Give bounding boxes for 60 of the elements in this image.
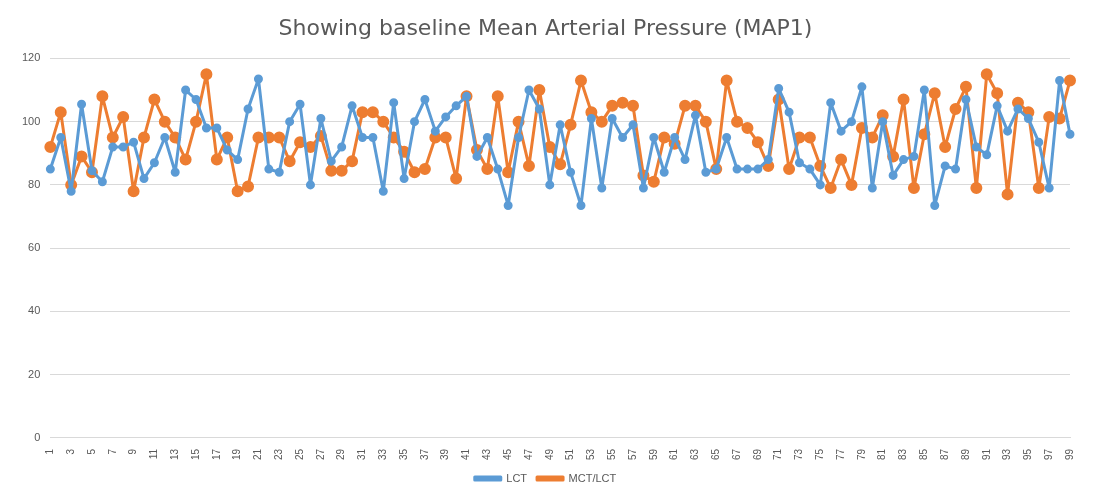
legend-label: LCT [506,471,528,484]
x-tick-label: 97 [1042,448,1054,460]
x-tick-label: 17 [210,448,222,460]
x-tick-label: 89 [959,448,971,460]
x-tick-label: 39 [439,448,451,460]
x-tick-label: 59 [647,448,659,460]
x-tick-label: 21 [252,448,264,460]
x-tick-label: 15 [189,448,201,460]
y-tick-label: 40 [28,304,41,317]
x-tick-label: 63 [689,448,701,460]
x-tick-label: 95 [1022,448,1034,460]
y-tick-label: 80 [28,177,41,190]
x-tick-label: 75 [814,448,826,460]
x-tick-label: 81 [876,448,888,460]
x-tick-label: 73 [793,448,805,460]
y-tick-label: 20 [28,367,41,380]
x-tick-label: 43 [481,448,493,460]
legend-label: MCT/LCT [568,471,617,484]
x-tick-label: 93 [1001,448,1013,460]
x-tick-label: 79 [855,448,867,460]
x-tick-label: 99 [1063,448,1075,460]
x-tick-label: 7 [106,448,118,455]
x-tick-label: 35 [397,448,409,460]
x-tick-label: 69 [751,448,763,460]
x-tick-label: 25 [293,448,305,460]
x-tick-label: 37 [418,448,430,460]
x-tick-label: 45 [501,448,513,460]
x-tick-label: 91 [980,448,992,460]
x-tick-label: 31 [356,448,368,460]
y-tick-label: 100 [21,114,41,127]
x-tick-label: 65 [709,448,721,460]
x-tick-label: 57 [626,448,638,460]
x-tick-label: 55 [605,448,617,460]
x-tick-label: 27 [314,448,326,460]
x-tick-label: 19 [231,448,243,460]
y-tick-label: 0 [34,430,41,443]
x-tick-label: 13 [168,448,180,460]
x-tick-label: 11 [148,448,160,460]
x-tick-label: 47 [522,448,534,460]
chart-title: Showing baseline Mean Arterial Pressure (MAP1) [278,14,813,40]
y-tick-label: 120 [21,51,41,64]
x-tick-label: 83 [897,448,909,460]
x-tick-label: 49 [543,448,555,460]
x-tick-label: 33 [377,448,389,460]
x-tick-label: 67 [730,448,742,460]
x-tick-label: 41 [460,448,472,460]
x-tick-label: 87 [938,448,950,460]
x-tick-label: 61 [668,448,680,460]
x-tick-label: 71 [772,448,784,460]
x-tick-label: 5 [85,448,97,455]
x-tick-label: 9 [127,448,139,455]
x-tick-label: 53 [585,448,597,460]
x-tick-label: 23 [273,448,284,460]
x-tick-label: 85 [918,448,930,460]
y-tick-label: 60 [28,241,41,254]
x-tick-label: 77 [834,448,846,460]
x-tick-label: 29 [335,448,347,460]
x-tick-label: 3 [64,448,76,455]
x-tick-label: 1 [44,448,56,455]
x-tick-label: 51 [564,448,576,460]
